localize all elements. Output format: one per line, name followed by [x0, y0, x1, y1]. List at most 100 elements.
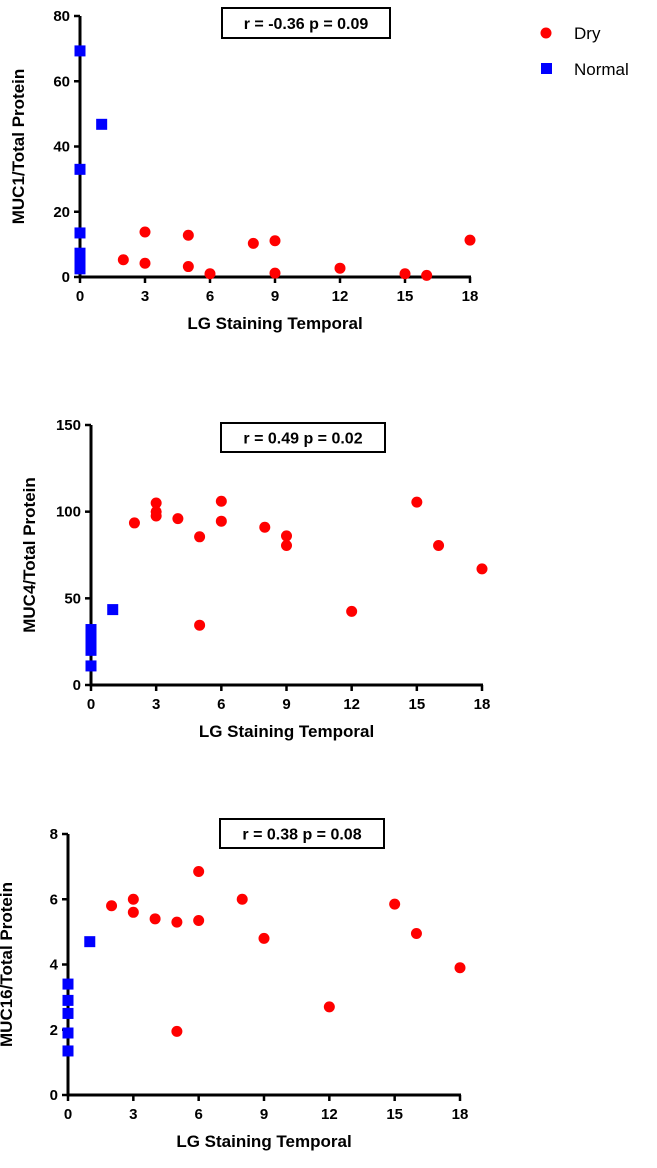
data-point-dry: [128, 517, 140, 529]
x-tick-label: 6: [194, 1106, 202, 1123]
data-point-normal: [107, 604, 119, 616]
data-point-normal: [85, 644, 97, 656]
y-tick-label: 6: [50, 891, 58, 908]
data-point-dry: [281, 530, 292, 542]
stat-label: r = 0.38 p = 0.08: [242, 827, 361, 844]
data-point-dry: [346, 605, 358, 617]
x-tick-label: 12: [332, 288, 349, 305]
x-tick-label: 3: [141, 288, 149, 305]
data-point-dry: [182, 229, 194, 241]
x-tick-label: 15: [386, 1106, 403, 1123]
x-tick-label: 0: [76, 288, 84, 305]
data-point-dry: [117, 254, 129, 266]
data-point-dry: [171, 916, 183, 928]
data-point-dry: [476, 563, 488, 575]
data-point-dry: [127, 906, 139, 918]
data-point-normal: [62, 1027, 74, 1039]
data-point-normal: [85, 637, 97, 649]
series-normal: [62, 936, 96, 1057]
legend-marker-dry: [540, 27, 552, 39]
data-point-normal: [84, 936, 96, 948]
x-tick-label: 9: [282, 696, 290, 713]
chart-muc16: 0 2 4 6 8 0 3 6 9 12 15 18 LG Staining Temporal MUC16…: [0, 818, 469, 1151]
data-point-normal: [74, 247, 86, 259]
series-normal: [74, 45, 108, 275]
data-point-normal: [74, 227, 86, 239]
data-point-dry: [399, 268, 411, 280]
data-point-dry: [193, 866, 205, 878]
y-tick-label: 150: [56, 417, 81, 434]
data-point-normal: [62, 1007, 74, 1019]
data-point-normal: [74, 263, 86, 275]
x-tick-label: 12: [321, 1106, 338, 1123]
x-tick-label: 9: [260, 1106, 268, 1123]
data-point-normal: [62, 978, 74, 990]
stat-box: [219, 818, 385, 849]
data-point-dry: [410, 928, 422, 940]
data-point-dry: [411, 496, 423, 508]
data-point-dry: [464, 234, 476, 246]
data-point-dry: [106, 900, 118, 912]
data-point-dry: [247, 237, 259, 249]
data-point-normal: [74, 163, 86, 175]
x-tick-label: 18: [462, 288, 479, 305]
y-tick-label: 2: [50, 1022, 58, 1039]
y-axis-title: MUC4/Total Protein: [20, 477, 39, 633]
x-tick-label: 0: [64, 1106, 72, 1123]
data-point-dry: [433, 539, 445, 551]
data-point-dry: [323, 1001, 335, 1013]
y-tick-label: 50: [64, 590, 81, 607]
x-tick-label: 3: [152, 696, 160, 713]
data-point-normal: [85, 630, 97, 642]
x-axis-title: LG Staining Temporal: [176, 1132, 351, 1151]
x-tick-label: 6: [206, 288, 214, 305]
data-point-normal: [74, 45, 86, 57]
data-point-dry: [139, 226, 151, 238]
data-point-dry: [150, 497, 162, 509]
y-tick-label: 80: [53, 8, 70, 25]
data-point-dry: [236, 893, 248, 905]
data-point-normal: [62, 1045, 74, 1057]
x-tick-label: 3: [129, 1106, 137, 1123]
x-tick-label: 0: [87, 696, 95, 713]
data-point-dry: [127, 893, 139, 905]
series-dry: [106, 866, 466, 1037]
stat-label: r = 0.49 p = 0.02: [243, 431, 362, 448]
chart-muc1: 0 20 40 60 80 0 3 6 9 12 15 18 LG Staining Temporal M…: [9, 7, 479, 333]
data-point-dry: [172, 513, 184, 525]
y-tick-label: 8: [50, 826, 58, 843]
data-point-dry: [389, 898, 401, 910]
x-tick-label: 15: [408, 696, 425, 713]
data-point-normal: [85, 660, 97, 672]
x-tick-label: 9: [271, 288, 279, 305]
data-point-dry: [215, 515, 227, 527]
data-point-dry: [258, 932, 270, 944]
x-tick-label: 18: [452, 1106, 469, 1123]
data-point-dry: [193, 914, 205, 926]
legend-label-normal: Normal: [574, 60, 629, 79]
y-tick-label: 60: [53, 73, 70, 90]
y-tick-label: 0: [73, 677, 81, 694]
y-tick-label: 20: [53, 204, 70, 221]
y-axis-title: MUC1/Total Protein: [9, 69, 28, 225]
legend: Dry Normal: [540, 24, 629, 79]
y-tick-label: 100: [56, 504, 81, 521]
data-point-dry: [194, 619, 206, 631]
data-point-dry: [334, 262, 346, 274]
chart-muc4: 0 50 100 150 0 3 6 9 12 15 18 LG Staining Temporal M…: [20, 417, 490, 741]
data-point-dry: [150, 510, 162, 522]
data-point-dry: [139, 257, 151, 269]
data-point-dry: [194, 531, 206, 543]
stat-box: [220, 422, 386, 453]
data-point-dry: [269, 267, 281, 279]
data-point-normal: [85, 624, 97, 636]
data-point-normal: [96, 118, 108, 130]
x-axis-title: LG Staining Temporal: [187, 314, 362, 333]
series-dry: [117, 226, 476, 281]
data-point-dry: [149, 913, 161, 925]
x-tick-label: 18: [474, 696, 491, 713]
x-tick-label: 6: [217, 696, 225, 713]
data-point-dry: [454, 962, 466, 974]
y-tick-label: 0: [62, 269, 70, 286]
